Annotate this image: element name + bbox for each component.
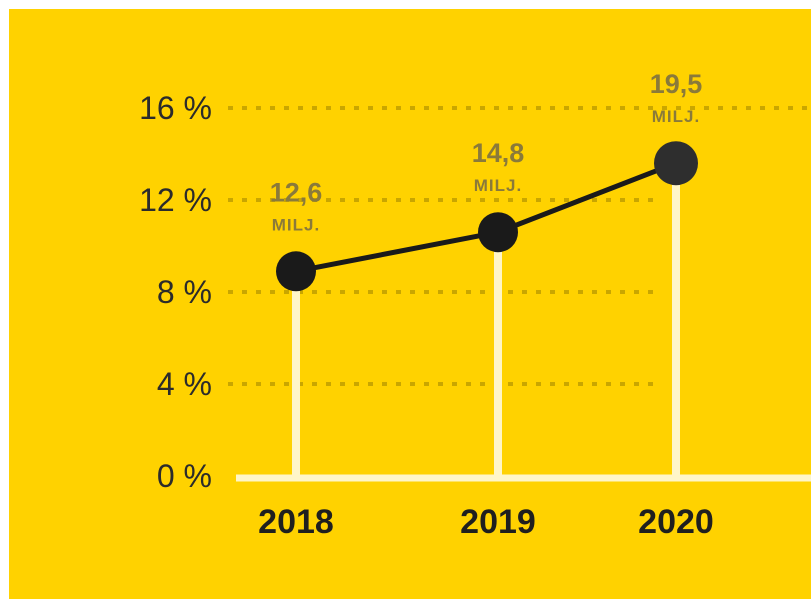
data-label-value: 12,6	[270, 177, 323, 207]
data-series	[276, 141, 698, 292]
x-tick-label: 2019	[460, 503, 536, 541]
stem-lines	[292, 163, 680, 476]
data-label-value: 19,5	[650, 69, 703, 99]
data-point	[478, 212, 518, 253]
data-label-unit: MILJ.	[272, 215, 320, 234]
x-tick-label: 2020	[638, 503, 714, 541]
y-tick-label: 16 %	[139, 90, 212, 126]
data-point	[654, 141, 698, 186]
x-tick-labels: 2018 2019 2020	[258, 503, 714, 541]
y-tick-label: 0 %	[157, 458, 212, 494]
data-point	[276, 251, 316, 292]
y-tick-label: 4 %	[157, 366, 212, 402]
data-label-unit: MILJ.	[652, 107, 700, 126]
data-label-value: 14,8	[472, 138, 525, 168]
x-tick-label: 2018	[258, 503, 334, 541]
data-label-unit: MILJ.	[474, 176, 522, 195]
y-tick-label: 12 %	[139, 182, 212, 218]
y-tick-label: 8 %	[157, 274, 212, 310]
y-tick-labels: 0 % 4 % 8 % 12 % 16 %	[139, 90, 212, 494]
data-labels: 12,6 MILJ. 14,8 MILJ. 19,5 MILJ.	[270, 69, 703, 234]
